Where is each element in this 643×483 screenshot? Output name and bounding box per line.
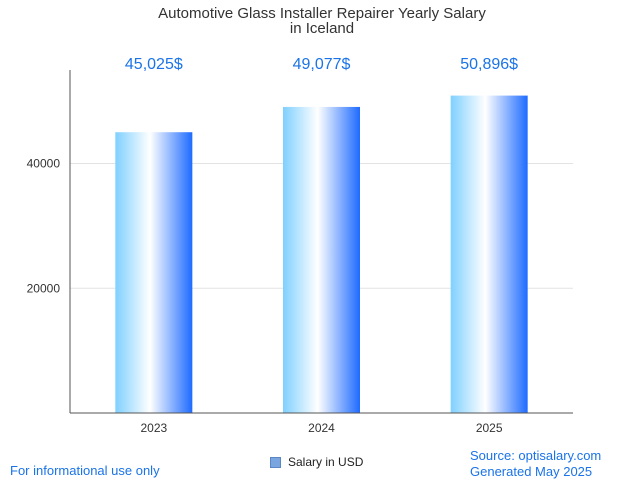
axes: 20000 40000 2023 2024 2025 (27, 70, 573, 435)
bar-2023 (115, 132, 193, 413)
legend-swatch (270, 456, 281, 468)
bars: 45,025$ 49,077$ 50,896$ (115, 56, 528, 413)
generated-text: Generated May 2025 (470, 464, 593, 479)
legend-label: Salary in USD (288, 455, 364, 469)
disclaimer-text: For informational use only (10, 463, 160, 478)
x-tick-label-2023: 2023 (140, 421, 167, 435)
chart-legend: Salary in USD (270, 455, 363, 469)
source-text: Source: optisalary.com (470, 448, 602, 463)
y-tick-label-40000: 40000 (27, 157, 61, 171)
value-label-2025: 50,896$ (460, 56, 518, 73)
x-tick-label-2025: 2025 (476, 421, 503, 435)
value-label-2023: 45,025$ (125, 56, 183, 73)
value-label-2024: 49,077$ (293, 56, 351, 73)
chart-title-line1: Automotive Glass Installer Repairer Year… (158, 5, 486, 22)
y-tick-label-20000: 20000 (27, 281, 61, 295)
bar-2025 (450, 95, 528, 413)
chart-title-line2: in Iceland (290, 20, 354, 37)
bar-2024 (283, 106, 360, 413)
x-tick-label-2024: 2024 (308, 421, 335, 435)
